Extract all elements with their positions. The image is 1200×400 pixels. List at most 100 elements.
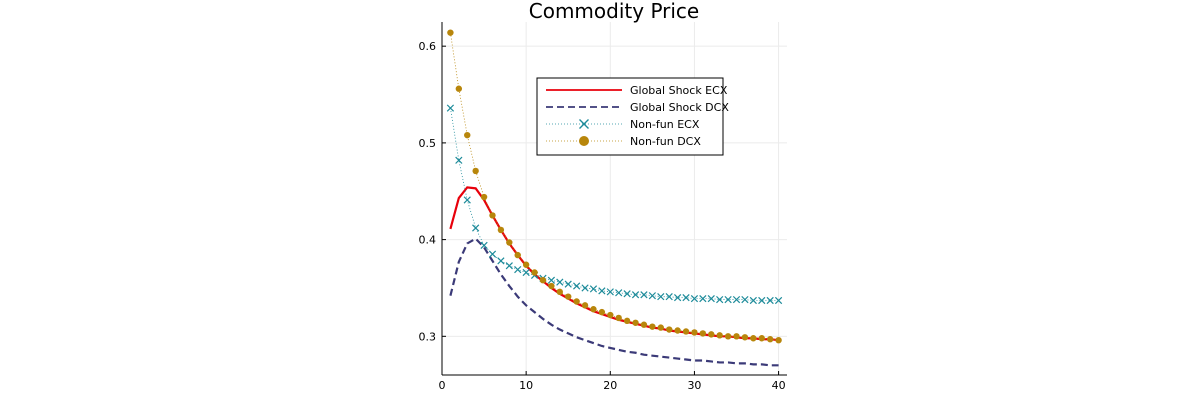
y-tick-label: 0.3 (419, 330, 437, 343)
data-point-circle (573, 298, 580, 305)
data-point-x (631, 291, 640, 299)
data-point-circle (539, 277, 547, 284)
data-point-x (749, 296, 757, 305)
data-point-circle (741, 334, 749, 341)
data-point-x (716, 295, 724, 304)
data-point-circle (548, 282, 555, 290)
data-point-x (573, 282, 581, 290)
data-point-circle (581, 302, 589, 309)
data-point-circle (665, 326, 673, 333)
data-point-x (623, 290, 631, 298)
data-point-x (598, 287, 606, 295)
data-point-x (564, 280, 572, 288)
y-tick-label: 0.5 (419, 137, 437, 150)
data-point-x (640, 291, 648, 299)
data-point-x (758, 296, 766, 305)
data-point-x (547, 276, 556, 284)
legend-swatch-marker (579, 119, 589, 129)
data-point-x (522, 268, 530, 277)
data-point-circle (565, 293, 572, 300)
data-point-circle (506, 239, 513, 246)
grid (441, 22, 787, 375)
data-point-x (732, 295, 741, 304)
data-point-circle (682, 328, 690, 335)
data-point-x (690, 294, 699, 303)
data-point-circle (447, 29, 454, 36)
x-tick-label: 10 (519, 379, 533, 392)
series-line (450, 108, 779, 301)
data-point-circle (556, 288, 564, 296)
data-point-x (514, 265, 522, 274)
data-point-circle (750, 335, 757, 342)
axes (441, 22, 787, 376)
data-point-x (648, 292, 656, 300)
legend-item: Global Shock DCX (546, 101, 729, 114)
series-global-shock-ecx (449, 186, 779, 342)
legend-item: Non-fun DCX (546, 135, 701, 148)
data-point-circle (758, 335, 765, 342)
data-point-circle (766, 336, 774, 343)
data-point-x (699, 294, 707, 303)
data-point-circle (716, 332, 723, 339)
data-point-circle (674, 327, 681, 334)
data-point-x (682, 294, 690, 302)
data-point-x (497, 257, 505, 265)
data-point-x (724, 295, 732, 304)
data-point-circle (699, 330, 707, 337)
data-point-circle (649, 323, 656, 330)
data-point-x (589, 285, 598, 293)
data-point-x (488, 250, 497, 258)
data-point-circle (531, 269, 538, 276)
data-point-circle (657, 324, 664, 331)
series-layer (446, 29, 783, 367)
data-point-x (463, 196, 471, 204)
data-point-circle (640, 321, 648, 328)
series-line (449, 186, 779, 342)
data-point-circle (598, 308, 606, 316)
data-point-circle (455, 85, 463, 92)
data-point-x (446, 104, 455, 112)
series-line (449, 237, 779, 367)
data-point-circle (497, 226, 505, 234)
data-point-x (606, 288, 614, 296)
legend-label: Global Shock DCX (630, 101, 729, 114)
x-tick-label: 20 (603, 379, 617, 392)
data-point-x (673, 294, 682, 302)
legend-label: Global Shock ECX (630, 84, 728, 97)
x-tick-label: 30 (687, 379, 701, 392)
data-point-circle (522, 261, 530, 268)
data-point-x (455, 156, 463, 164)
data-point-circle (708, 331, 715, 338)
series-global-shock-dcx (449, 237, 779, 367)
data-point-circle (623, 317, 631, 325)
data-point-circle (489, 212, 496, 219)
data-point-x (665, 293, 673, 301)
data-point-x (472, 224, 480, 232)
data-point-circle (590, 306, 597, 313)
data-point-x (707, 294, 715, 303)
legend-item: Non-fun ECX (546, 118, 700, 131)
data-point-x (581, 284, 589, 292)
data-point-x (505, 262, 513, 270)
data-point-x (480, 241, 488, 250)
y-tick-label: 0.4 (419, 234, 437, 247)
data-point-circle (472, 167, 479, 175)
data-point-circle (724, 333, 732, 340)
ticks: 0 10 20 30 40 0.3 0.4 0.5 0.6 (419, 40, 786, 392)
data-point-x (774, 296, 783, 305)
series-line (450, 32, 779, 341)
data-point-x (615, 289, 623, 297)
data-point-circle (733, 333, 740, 340)
data-point-x (741, 295, 749, 304)
legend-label: Non-fun ECX (630, 118, 700, 131)
y-tick-label: 0.6 (419, 40, 437, 53)
data-point-circle (691, 329, 698, 336)
series-non-fun-ecx (446, 104, 783, 305)
data-point-circle (607, 311, 614, 319)
data-point-circle (514, 251, 521, 259)
legend: Global Shock ECX Global Shock DCX Non-fun … (536, 77, 729, 156)
data-point-circle (615, 314, 622, 322)
series-non-fun-dcx (447, 29, 782, 344)
data-point-circle (464, 131, 471, 139)
